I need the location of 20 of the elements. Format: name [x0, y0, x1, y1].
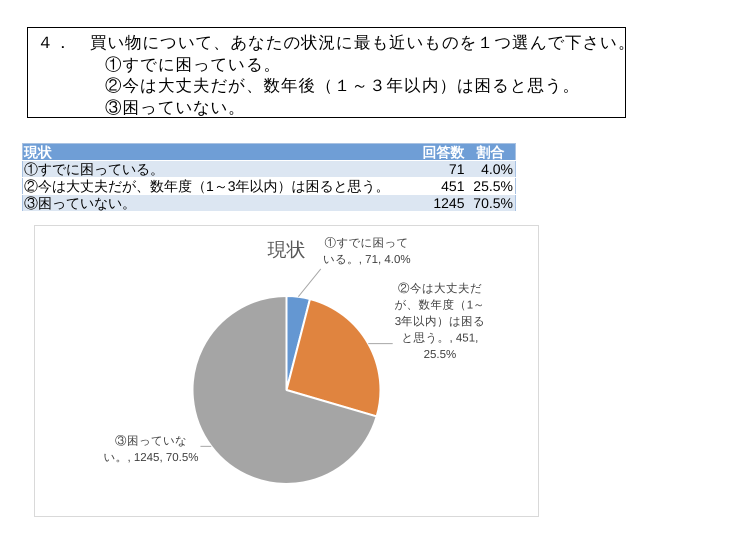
- chart-title: 現状: [268, 240, 306, 262]
- data-label: 71: [412, 160, 466, 178]
- data-label: 451: [412, 178, 466, 194]
- text: 割合: [466, 144, 516, 160]
- text: ４． 買い物について、あなたの状況に最も近いものを１つ選んで下さい。: [37, 33, 636, 53]
- text: 70.5%: [466, 194, 516, 212]
- text: 4.0%: [466, 160, 516, 178]
- text: 25.5%: [466, 178, 516, 194]
- text: ③困っていない。: [105, 98, 246, 118]
- data-label: ③困っていない。, 1245, 70.5%: [103, 434, 198, 464]
- text: ②今は大丈夫だが、数年後（１～３年以内）は困ると思う。: [105, 76, 580, 96]
- data-label: 1245: [412, 194, 466, 212]
- text: ①すでに困っている。: [105, 54, 281, 75]
- text: 現状: [22, 144, 412, 160]
- series-label: 回答数: [412, 144, 466, 160]
- data-label: ②今は大丈夫だが、数年度（1～3年以内）は困ると思う。, 451, 25.5%: [394, 282, 486, 361]
- category-label: ③困っていない。: [22, 194, 412, 212]
- category-label: ②今は大丈夫だが、数年度（1～3年以内）は困ると思う。: [22, 178, 412, 194]
- category-label: ①すでに困っている。: [22, 160, 412, 178]
- data-label: ①すでに困っている。, 71, 4.0%: [322, 236, 411, 266]
